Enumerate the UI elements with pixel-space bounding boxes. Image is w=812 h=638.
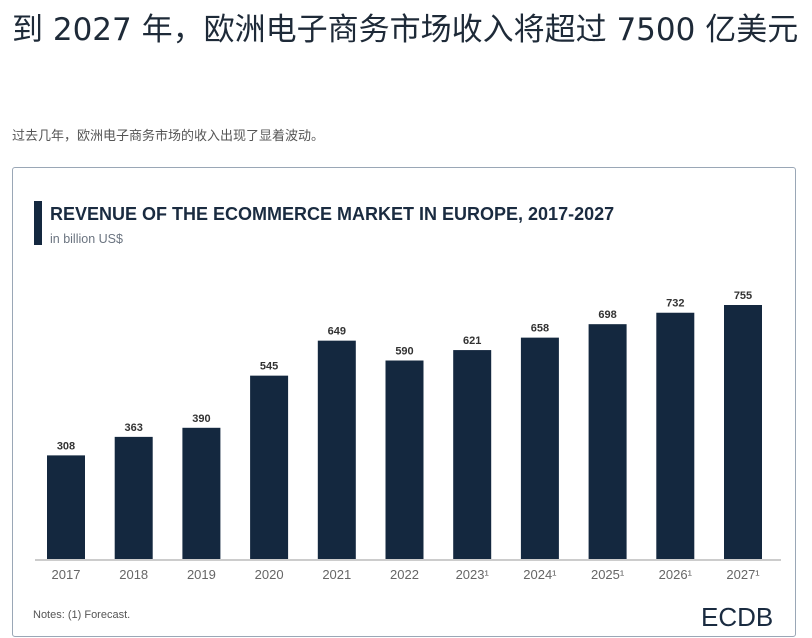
x-tick-label: 2026¹ <box>659 567 693 582</box>
bar-2018 <box>114 436 153 559</box>
x-tick-label: 2027¹ <box>726 567 760 582</box>
data-label: 649 <box>328 326 346 338</box>
bar-2017 <box>47 455 85 559</box>
bar-2022 <box>385 360 424 559</box>
chart-card: REVENUE OF THE ECOMMERCE MARKET IN EUROP… <box>12 167 796 637</box>
bar-2021 <box>317 340 356 559</box>
x-tick-label: 2018 <box>119 567 148 582</box>
chart-title: REVENUE OF THE ECOMMERCE MARKET IN EUROP… <box>50 204 614 224</box>
x-tick-label: 2021 <box>322 567 351 582</box>
data-label: 308 <box>57 440 75 452</box>
x-tick-label: 2024¹ <box>523 567 557 582</box>
x-tick-label: 2022 <box>390 567 419 582</box>
bar-2027¹ <box>724 305 762 559</box>
chart-notes: Notes: (1) Forecast. <box>33 609 130 621</box>
x-tick-label: 2025¹ <box>591 567 625 582</box>
bar-2020 <box>250 375 289 559</box>
data-label: 732 <box>666 298 684 310</box>
article-title: 到 2027 年，欧洲电子商务市场收入将超过 7500 亿美元 <box>12 12 799 48</box>
bar-chart: REVENUE OF THE ECOMMERCE MARKET IN EUROP… <box>33 201 781 632</box>
x-tick-label: 2017 <box>52 567 81 582</box>
data-label: 621 <box>463 335 481 347</box>
data-label: 545 <box>260 361 278 373</box>
article-subtitle: 过去几年，欧洲电子商务市场的收入出现了显着波动。 <box>12 129 325 144</box>
bar-2024¹ <box>520 337 559 559</box>
bar-2025¹ <box>588 324 627 559</box>
x-tick-label: 2019 <box>187 567 216 582</box>
data-label: 755 <box>734 290 752 302</box>
data-label: 390 <box>192 413 210 425</box>
data-label: 590 <box>395 346 413 358</box>
x-tick-label: 2023¹ <box>456 567 490 582</box>
title-accent-bar <box>34 201 42 245</box>
data-label: 698 <box>598 309 616 321</box>
x-tick-label: 2020 <box>255 567 284 582</box>
data-label: 363 <box>125 422 143 434</box>
bar-2019 <box>182 427 221 559</box>
bar-2023¹ <box>453 350 492 559</box>
chart-subtitle: in billion US$ <box>50 232 123 246</box>
bar-2026¹ <box>656 312 695 559</box>
data-label: 658 <box>531 323 549 335</box>
ecdb-logo: ECDB <box>701 602 773 632</box>
